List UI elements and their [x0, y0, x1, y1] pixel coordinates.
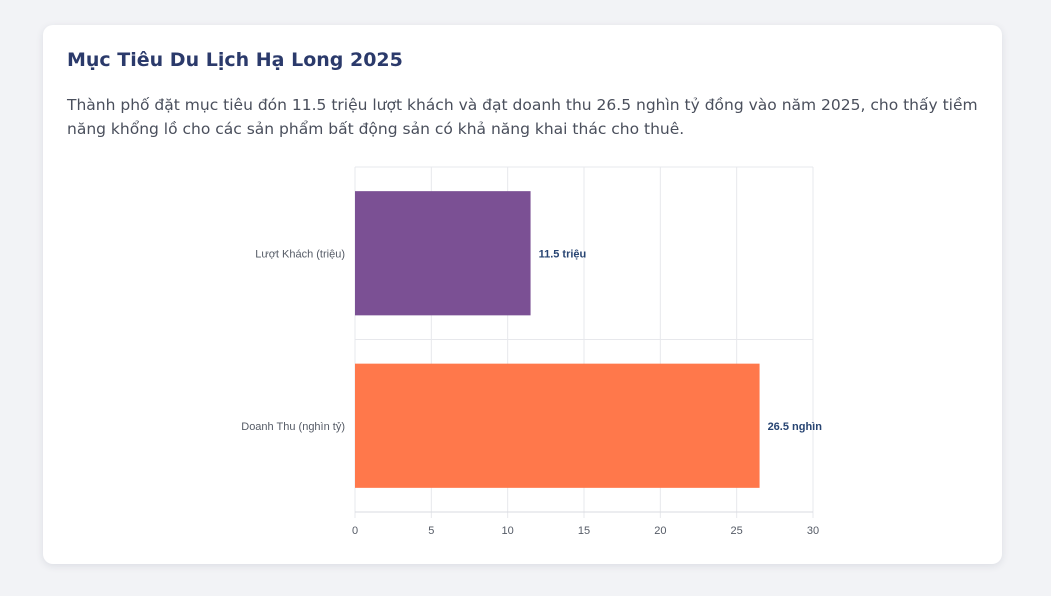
- y-category-label: Lượt Khách (triệu): [255, 248, 345, 260]
- card-title: Mục Tiêu Du Lịch Hạ Long 2025: [67, 49, 403, 71]
- bar-value-label: 11.5 triệu: [539, 248, 587, 260]
- x-tick-label: 30: [807, 525, 819, 537]
- x-tick-label: 10: [502, 525, 514, 537]
- x-tick-label: 15: [578, 525, 590, 537]
- x-tick-label: 0: [352, 525, 358, 537]
- chart-bars: [355, 191, 760, 488]
- bar-chart: 0 5 10 15 20 25 30 Lượt Khách (triệu) Doanh Thu …: [241, 166, 823, 537]
- bar: [355, 363, 760, 488]
- x-tick-label: 20: [654, 525, 666, 537]
- bar-value-label: 26.5 nghìn: [768, 421, 823, 433]
- x-tick-label: 5: [428, 525, 434, 537]
- x-tick-label: 25: [731, 525, 743, 537]
- chart-labels: 11.5 triệu 26.5 nghìn: [539, 248, 823, 433]
- tourism-target-card: Mục Tiêu Du Lịch Hạ Long 2025 Thành phố …: [43, 25, 1002, 564]
- card-description: Thành phố đặt mục tiêu đón 11.5 triệu lư…: [67, 96, 978, 138]
- bar: [355, 191, 531, 316]
- y-category-label: Doanh Thu (nghìn tỷ): [241, 421, 345, 433]
